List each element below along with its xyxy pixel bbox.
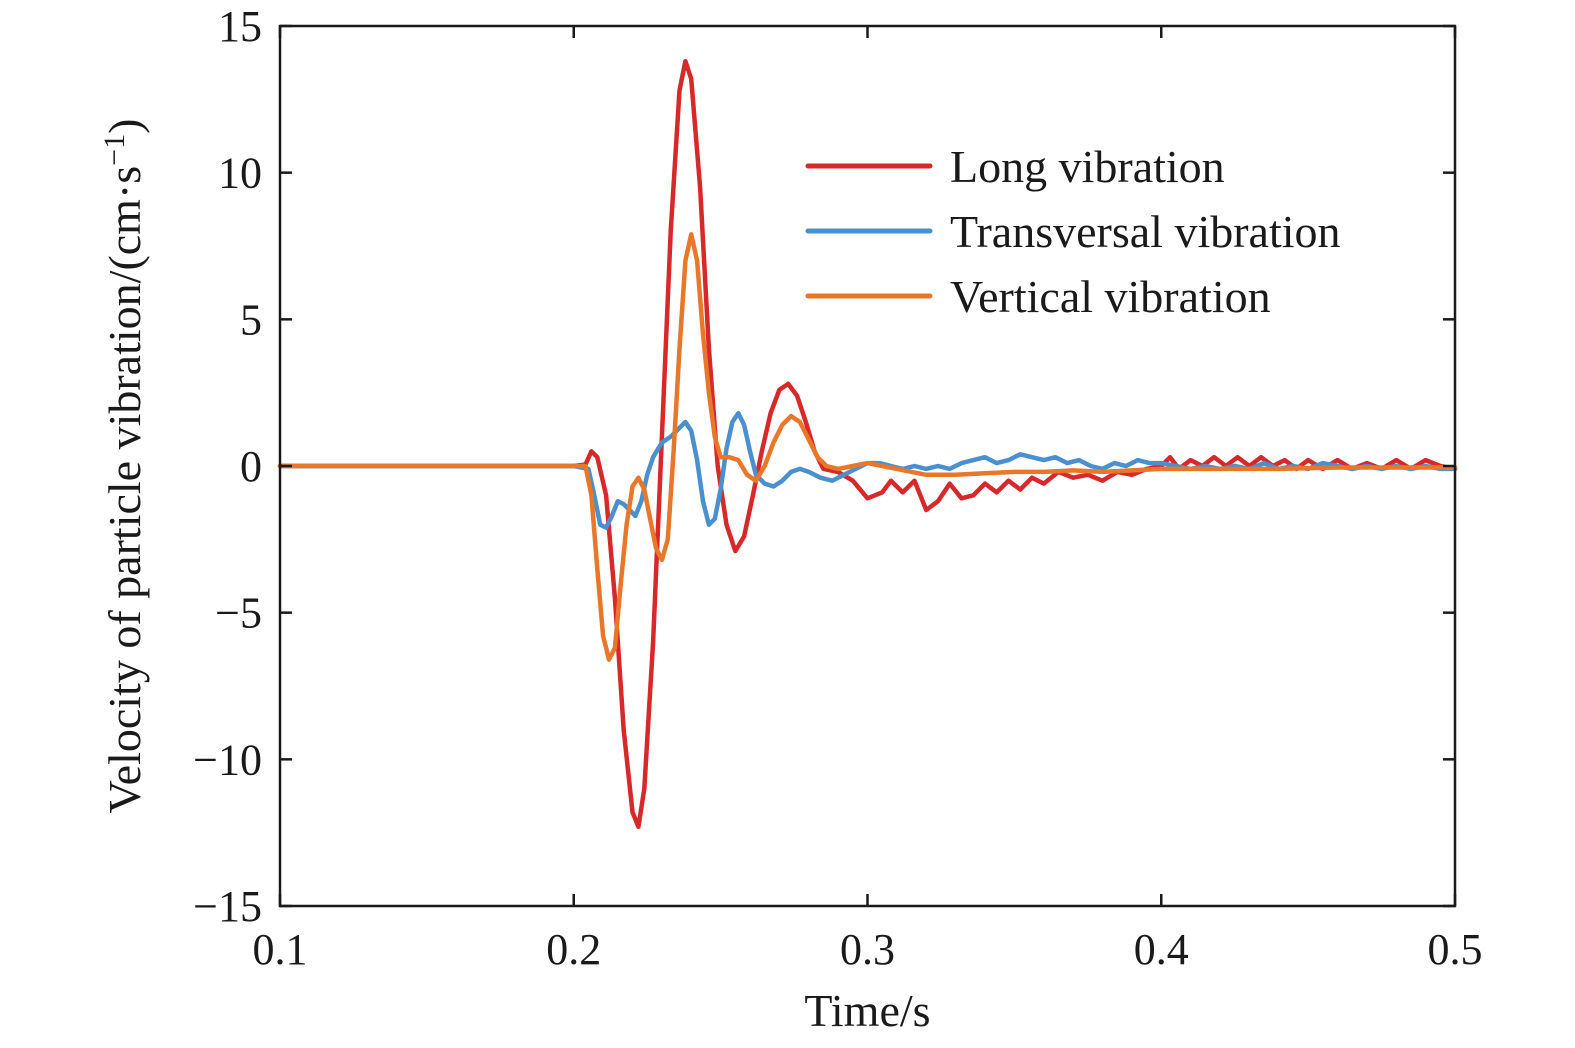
- y-axis-label-superscript: −1: [98, 134, 131, 166]
- y-axis-label: Velocity of particle vibration/(cm·s−1): [98, 119, 150, 814]
- y-tick-label: −15: [193, 882, 262, 931]
- x-tick-label: 0.1: [253, 925, 308, 974]
- x-tick-label: 0.3: [840, 925, 895, 974]
- series-line-1: [277, 58, 1458, 830]
- y-tick-label: 10: [218, 149, 262, 198]
- y-tick-label: 15: [218, 2, 262, 51]
- y-tick-label: 5: [240, 295, 262, 344]
- legend-label-1: Long vibration: [950, 141, 1225, 192]
- series-line-3: [277, 232, 1458, 662]
- y-tick-label: −5: [215, 589, 262, 638]
- x-axis-label: Time/s: [804, 985, 930, 1036]
- x-tick-label: 0.2: [546, 925, 601, 974]
- y-axis-label-close: ): [99, 119, 150, 134]
- legend-label-3: Vertical vibration: [950, 271, 1271, 322]
- y-tick-label: −10: [193, 735, 262, 784]
- axis-tick-labels: 0.1 0.2 0.3 0.4 0.5 −15 −10 −5 0 5 10 15: [193, 2, 1482, 974]
- y-axis-label-main: Velocity of particle vibration/(cm·s: [99, 166, 150, 814]
- legend: Long vibration Transversal vibration Verti…: [805, 141, 1341, 322]
- axis-ticks: [278, 24, 1457, 908]
- x-tick-label: 0.4: [1134, 925, 1189, 974]
- y-tick-label: 0: [240, 442, 262, 491]
- series-layer: [277, 58, 1458, 830]
- legend-label-2: Transversal vibration: [950, 206, 1341, 257]
- x-tick-label: 0.5: [1428, 925, 1483, 974]
